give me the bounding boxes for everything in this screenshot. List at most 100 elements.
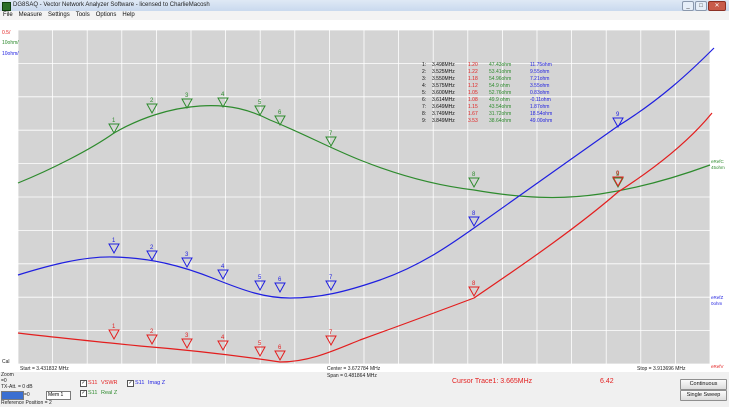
marker-blue-7[interactable] xyxy=(325,280,337,292)
marker-blue-4[interactable] xyxy=(217,269,229,281)
marker-label-green-3: 3 xyxy=(185,93,189,99)
marker-label-green-4: 4 xyxy=(221,92,225,98)
marker-label-green-6: 6 xyxy=(278,110,282,116)
marker-label-blue-8: 8 xyxy=(472,211,476,217)
ref-label-green-2: 45ohm xyxy=(711,165,725,170)
marker-table-r-9: 38.64ohm xyxy=(489,118,511,124)
cursor-trace-readout: Cursor Trace1: 3.665MHz xyxy=(452,378,533,385)
marker-table-r-1: 47.43ohm xyxy=(489,62,511,68)
marker-blue-6[interactable] xyxy=(274,282,286,294)
marker-table-n-6: 6: xyxy=(422,97,426,103)
marker-green-8[interactable] xyxy=(468,177,480,189)
marker-blue-8[interactable] xyxy=(468,216,480,228)
tx-att-field[interactable] xyxy=(1,391,24,400)
menu-file[interactable]: File xyxy=(3,12,13,18)
vswr-trace xyxy=(17,112,713,363)
marker-label-green-9: 9 xyxy=(616,172,620,178)
marker-blue-1[interactable] xyxy=(108,243,120,255)
cursor-trace-value: 6.42 xyxy=(600,378,614,385)
marker-red-8[interactable] xyxy=(468,286,480,298)
marker-table-vswr-9: 3.53 xyxy=(468,118,478,124)
marker-label-red-1: 1 xyxy=(112,324,116,330)
marker-table-r-8: 31.72ohm xyxy=(489,111,511,117)
s11-realz-suffix: Real Z xyxy=(101,390,118,396)
menu-help[interactable]: Help xyxy=(122,12,135,18)
marker-table-vswr-4: 1.12 xyxy=(468,83,478,89)
marker-table-vswr-5: 1.05 xyxy=(468,90,478,96)
marker-table-freq-9: 3.849MHz xyxy=(432,118,455,124)
marker-table-x-5: 0.83ohm xyxy=(530,90,549,96)
stop-frequency: Stop = 3.913696 MHz xyxy=(637,366,686,372)
marker-label-green-5: 5 xyxy=(258,100,262,106)
marker-blue-9[interactable] xyxy=(612,117,624,129)
scale-label-green: 10ohm/ xyxy=(2,40,19,46)
marker-red-5[interactable] xyxy=(254,346,266,358)
menu-settings[interactable]: Settings xyxy=(48,12,70,18)
s11-realz-label: S11 xyxy=(88,390,98,396)
marker-red-3[interactable] xyxy=(181,338,193,350)
marker-label-blue-1: 1 xyxy=(112,238,116,244)
marker-green-1[interactable] xyxy=(108,123,120,135)
window-controls: _ □ ✕ xyxy=(682,1,726,11)
marker-label-red-9: 9 xyxy=(616,171,620,177)
s11-vswr-suffix: VSWR xyxy=(101,380,118,386)
marker-red-1[interactable] xyxy=(108,329,120,341)
memory-select[interactable]: Mem 1 xyxy=(46,391,71,400)
marker-green-7[interactable] xyxy=(325,136,337,148)
menu-options[interactable]: Options xyxy=(95,12,117,18)
marker-blue-2[interactable] xyxy=(146,250,158,262)
marker-label-green-7: 7 xyxy=(329,131,333,137)
marker-green-2[interactable] xyxy=(146,103,158,115)
marker-table-r-6: 49.9 ohm xyxy=(489,97,510,103)
scale-label-blue: 10ohm/ xyxy=(2,51,19,57)
marker-green-3[interactable] xyxy=(181,98,193,110)
real-z-trace xyxy=(17,105,711,199)
marker-label-blue-3: 3 xyxy=(185,252,189,258)
single-sweep-button[interactable]: Single Sweep xyxy=(680,390,727,401)
ref-label-blue-1: eRefZ xyxy=(711,295,724,300)
marker-table-x-3: 7.21ohm xyxy=(530,76,549,82)
marker-table-r-7: 43.54ohm xyxy=(489,104,511,110)
marker-label-red-6: 6 xyxy=(278,345,282,351)
marker-table-freq-2: 3.525MHz xyxy=(432,69,455,75)
marker-table-n-9: 9: xyxy=(422,118,426,124)
marker-label-blue-5: 5 xyxy=(258,275,262,281)
ref-label-blue-2: 0ohm xyxy=(711,301,723,306)
continuous-button[interactable]: Continuous xyxy=(680,379,727,390)
menu-measure[interactable]: Measure xyxy=(18,12,43,18)
marker-label-green-2: 2 xyxy=(150,98,154,104)
marker-red-4[interactable] xyxy=(217,340,229,352)
marker-table-x-8: 18.54ohm xyxy=(530,111,552,117)
maximize-button[interactable]: □ xyxy=(695,1,707,11)
s11-vswr-checkbox[interactable]: ✓ xyxy=(80,380,87,387)
marker-green-6[interactable] xyxy=(274,115,286,127)
marker-table-vswr-2: 1.22 xyxy=(468,69,478,75)
s11-imagz-checkbox[interactable]: ✓ xyxy=(127,380,134,387)
marker-red-6[interactable] xyxy=(274,350,286,362)
marker-blue-3[interactable] xyxy=(181,257,193,269)
center-frequency: Center = 3.672784 MHz xyxy=(327,366,381,372)
marker-red-9[interactable] xyxy=(612,176,624,188)
marker-green-4[interactable] xyxy=(217,97,229,109)
marker-table-x-9: 49.00ohm xyxy=(530,118,552,124)
close-button[interactable]: ✕ xyxy=(708,1,726,11)
s11-vswr-label: S11 xyxy=(88,380,98,386)
marker-green-5[interactable] xyxy=(254,105,266,117)
marker-table-freq-6: 3.614MHz xyxy=(432,97,455,103)
menu-tools[interactable]: Tools xyxy=(75,12,90,18)
marker-blue-5[interactable] xyxy=(254,280,266,292)
s11-realz-checkbox[interactable]: ✓ xyxy=(80,390,87,397)
tx-att-step[interactable]: =0 xyxy=(24,392,30,398)
imag-z-trace xyxy=(17,47,715,299)
marker-red-7[interactable] xyxy=(325,335,337,347)
minimize-button[interactable]: _ xyxy=(682,1,694,11)
marker-red-2[interactable] xyxy=(146,334,158,346)
marker-table-x-1: 11.75ohm xyxy=(530,62,552,68)
marker-table-n-7: 7: xyxy=(422,104,426,110)
marker-label-blue-7: 7 xyxy=(329,275,333,281)
marker-table-r-4: 54.9 ohm xyxy=(489,83,510,89)
span-frequency: Span = 0.481864 MHz xyxy=(327,373,377,379)
